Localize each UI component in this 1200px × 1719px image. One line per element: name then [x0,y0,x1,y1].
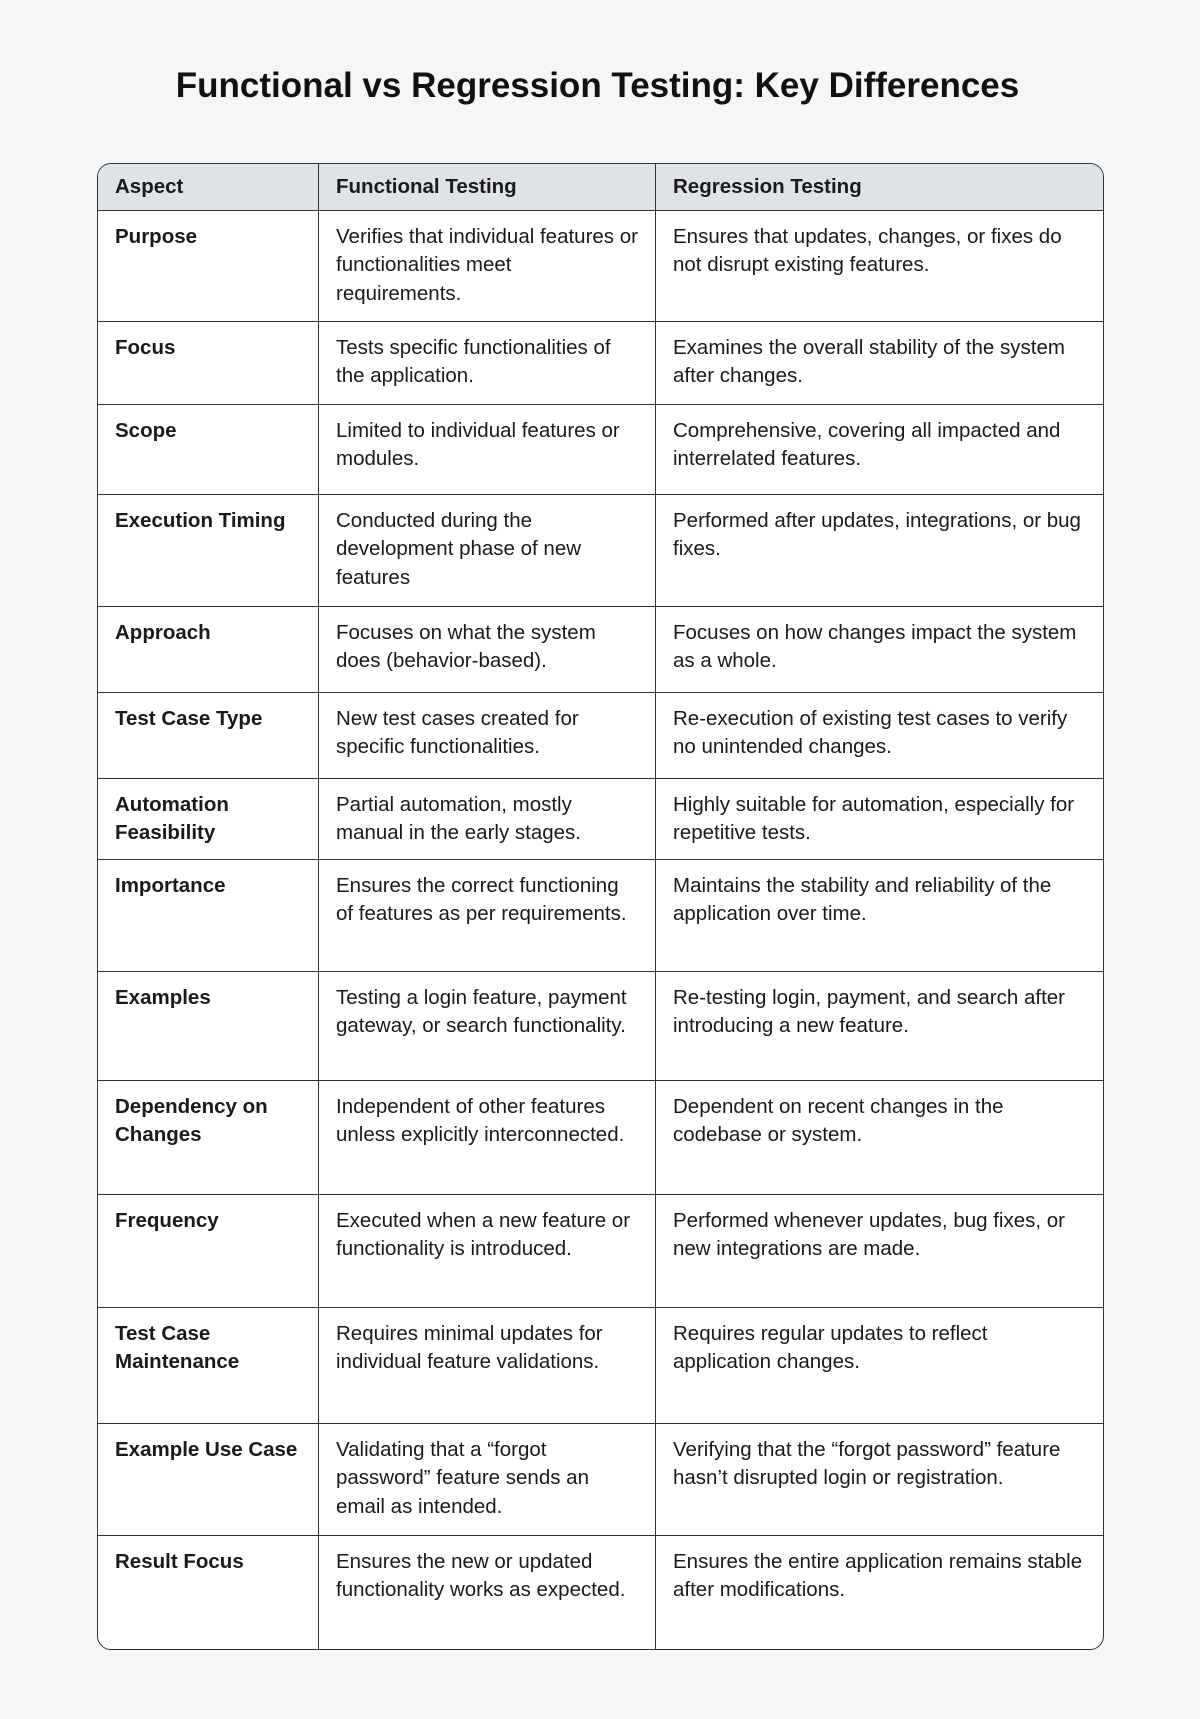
table-row: Result Focus Ensures the new or updated f… [98,1534,1103,1649]
aspect-cell: Frequency [115,1208,219,1232]
regression-cell: Ensures the entire application remains s… [655,1535,1103,1649]
table-row: Example Use Case Validating that a “forgo… [98,1422,1103,1535]
aspect-cell: Test Case Maintenance [115,1321,240,1374]
functional-cell: Verifies that individual features or fun… [318,210,655,321]
functional-cell: Validating that a “forgot password” feat… [318,1423,655,1535]
aspect-cell: Dependency on Changes [115,1094,268,1147]
functional-cell: New test cases created for specific func… [318,692,655,778]
table-row: Automation Feasibility Partial automation… [98,777,1103,859]
aspect-cell: Approach [115,620,211,644]
table-row: Test Case Maintenance Requires minimal up… [98,1306,1103,1423]
header-functional: Functional Testing [318,164,655,210]
table-row: Examples Testing a login feature, payment… [98,970,1103,1080]
functional-cell: Ensures the correct functioning of featu… [318,859,655,971]
aspect-cell: Example Use Case [115,1437,298,1461]
aspect-cell: Examples [115,985,211,1009]
functional-cell: Tests specific functionalities of the ap… [318,321,655,404]
regression-cell: Maintains the stability and reliability … [655,859,1103,971]
regression-cell: Highly suitable for automation, especial… [655,778,1103,859]
aspect-cell: Purpose [115,224,198,248]
regression-cell: Focuses on how changes impact the system… [655,606,1103,692]
regression-cell: Verifying that the “forgot password” fea… [655,1423,1103,1535]
regression-cell: Re-execution of existing test cases to v… [655,692,1103,778]
table-row: Scope Limited to individual features or m… [98,403,1103,494]
table-row: Dependency on Changes Independent of othe… [98,1079,1103,1194]
functional-cell: Requires minimal updates for individual … [318,1307,655,1423]
regression-cell: Dependent on recent changes in the codeb… [655,1080,1103,1194]
functional-cell: Executed when a new feature or functiona… [318,1194,655,1307]
header-regression: Regression Testing [655,164,1103,210]
functional-cell: Conducted during the development phase o… [318,494,655,606]
table-row: Test Case Type New test cases created for… [98,691,1103,778]
regression-cell: Re-testing login, payment, and search af… [655,971,1103,1080]
functional-cell: Independent of other features unless exp… [318,1080,655,1194]
table-row: Importance Ensures the correct functionin… [98,858,1103,971]
regression-cell: Performed whenever updates, bug fixes, o… [655,1194,1103,1307]
aspect-cell: Importance [115,873,226,897]
regression-cell: Examines the overall stability of the sy… [655,321,1103,404]
functional-cell: Limited to individual features or module… [318,404,655,494]
functional-cell: Ensures the new or updated functionality… [318,1535,655,1649]
functional-cell: Testing a login feature, payment gateway… [318,971,655,1080]
table-row: Focus Tests specific functionalities of t… [98,320,1103,404]
regression-cell: Performed after updates, integrations, o… [655,494,1103,606]
aspect-cell: Automation Feasibility [115,792,229,845]
aspect-cell: Focus [115,335,176,359]
functional-cell: Focuses on what the system does (behavio… [318,606,655,692]
page-title: Functional vs Regression Testing: Key Di… [175,66,1020,105]
aspect-cell: Execution Timing [115,508,286,532]
table-row: Approach Focuses on what the system does … [98,605,1103,692]
regression-cell: Comprehensive, covering all impacted and… [655,404,1103,494]
table-row: Frequency Executed when a new feature or … [98,1193,1103,1307]
table-row: Purpose Verifies that individual features… [98,209,1103,321]
regression-cell: Ensures that updates, changes, or fixes … [655,210,1103,321]
regression-cell: Requires regular updates to reflect appl… [655,1307,1103,1423]
comparison-table: Aspect Functional Testing Regression Tes… [97,163,1104,1650]
aspect-cell: Scope [115,418,177,442]
functional-cell: Partial automation, mostly manual in the… [318,778,655,859]
aspect-cell: Result Focus [115,1549,244,1573]
header-aspect: Aspect [115,175,184,198]
table-row: Execution Timing Conducted during the dev… [98,493,1103,606]
table-header-row: Aspect Functional Testing Regression Tes… [98,164,1103,210]
aspect-cell: Test Case Type [115,706,263,730]
